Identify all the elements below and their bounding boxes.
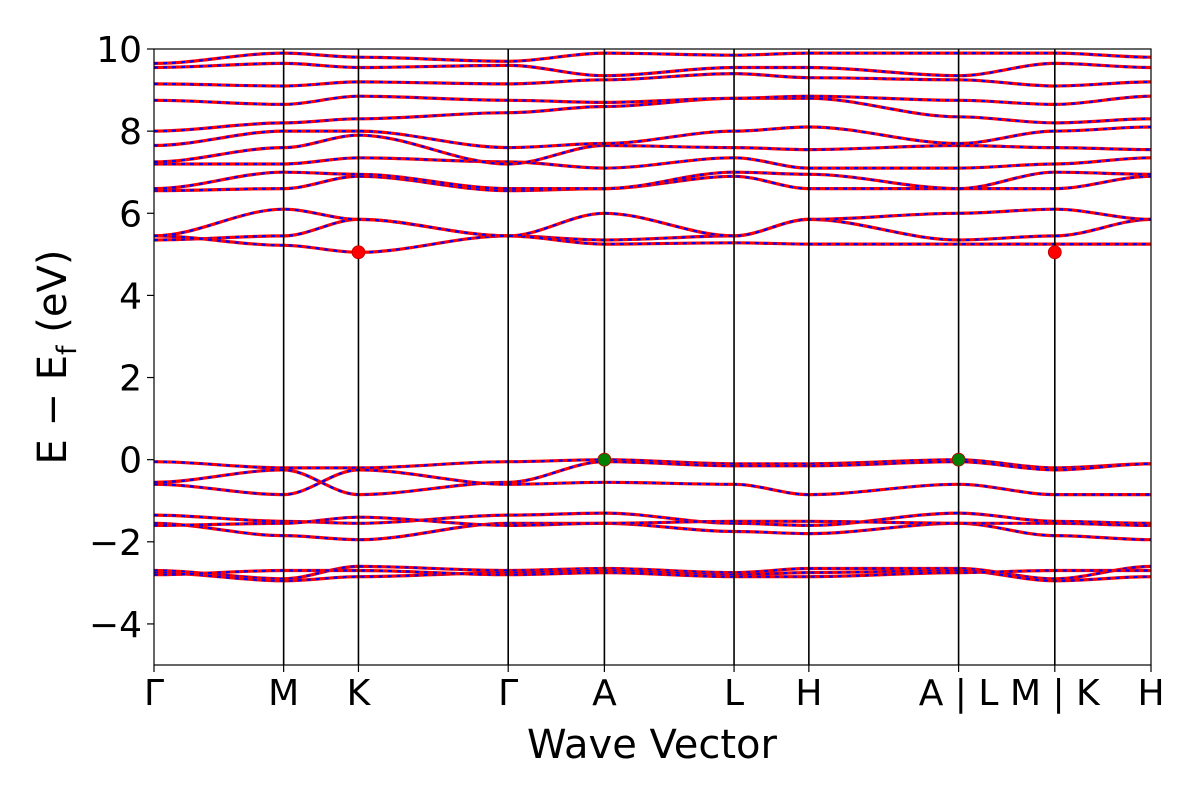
x-tick-label: H (1137, 673, 1164, 714)
x-tick-label: K (347, 673, 372, 714)
band-line-overlay-8 (154, 97, 1151, 133)
band-edge-marker (597, 452, 612, 467)
band-line-overlay-5 (154, 156, 1151, 170)
x-tick-label: M (268, 673, 299, 714)
y-tick-label: −2 (89, 523, 142, 564)
band-line-overlay-4 (154, 171, 1151, 190)
x-tick-label: A (592, 673, 617, 714)
x-axis-label: Wave Vector (527, 722, 778, 768)
x-tick-label: A | L (919, 673, 999, 714)
band-line-0 (154, 217, 1151, 242)
y-tick-label: 6 (119, 194, 142, 235)
band-line-overlay-0 (154, 218, 1151, 242)
band-edge-marker (1047, 245, 1062, 260)
y-axis-label-unit: (eV) (30, 250, 76, 333)
y-tick-label: 4 (119, 276, 142, 317)
y-axis-label-subscript: f (52, 344, 83, 355)
band-line-overlay-7 (154, 125, 1151, 149)
y-tick-label: 8 (119, 112, 142, 153)
band-line-14 (154, 460, 1151, 497)
y-tick-label: 0 (119, 441, 142, 482)
x-tick-label: M | K (1010, 673, 1101, 714)
y-axis-label-main: E − E (30, 355, 76, 465)
band-line-overlay-20 (154, 569, 1151, 582)
band-line-overlay-11 (154, 62, 1151, 77)
band-line-overlay-2 (154, 208, 1151, 238)
band-line-overlay-12 (154, 51, 1151, 65)
band-line-overlay-6 (154, 134, 1151, 166)
band-line-10 (154, 71, 1151, 88)
band-line-overlay-1 (154, 234, 1151, 254)
x-tick-label: Γ (498, 673, 518, 714)
band-edge-marker (351, 245, 366, 260)
band-line-overlay-13 (154, 458, 1151, 470)
band-line-overlay-10 (154, 72, 1151, 88)
y-axis-label-space (30, 333, 76, 346)
band-line-17 (154, 521, 1151, 542)
band-line-overlay-18 (154, 516, 1151, 527)
y-tick-label: 10 (96, 30, 142, 71)
y-tick-label: 2 (119, 359, 142, 400)
band-line-overlay-15 (154, 468, 1151, 496)
x-tick-label: L (724, 673, 744, 714)
plot-frame (153, 48, 1152, 666)
band-line-overlay-16 (154, 511, 1151, 527)
band-edge-marker (951, 452, 966, 467)
band-line-12 (154, 51, 1151, 65)
y-axis-label: E − Ef (eV) (30, 250, 83, 465)
x-tick-label: Γ (144, 673, 164, 714)
band-line-overlay-21 (154, 569, 1151, 578)
band-line-overlay-17 (154, 522, 1151, 541)
band-line-overlay-19 (154, 565, 1151, 580)
band-line-overlay-9 (154, 95, 1151, 106)
y-tick-label: −4 (89, 605, 142, 646)
x-tick-label: H (795, 673, 822, 714)
